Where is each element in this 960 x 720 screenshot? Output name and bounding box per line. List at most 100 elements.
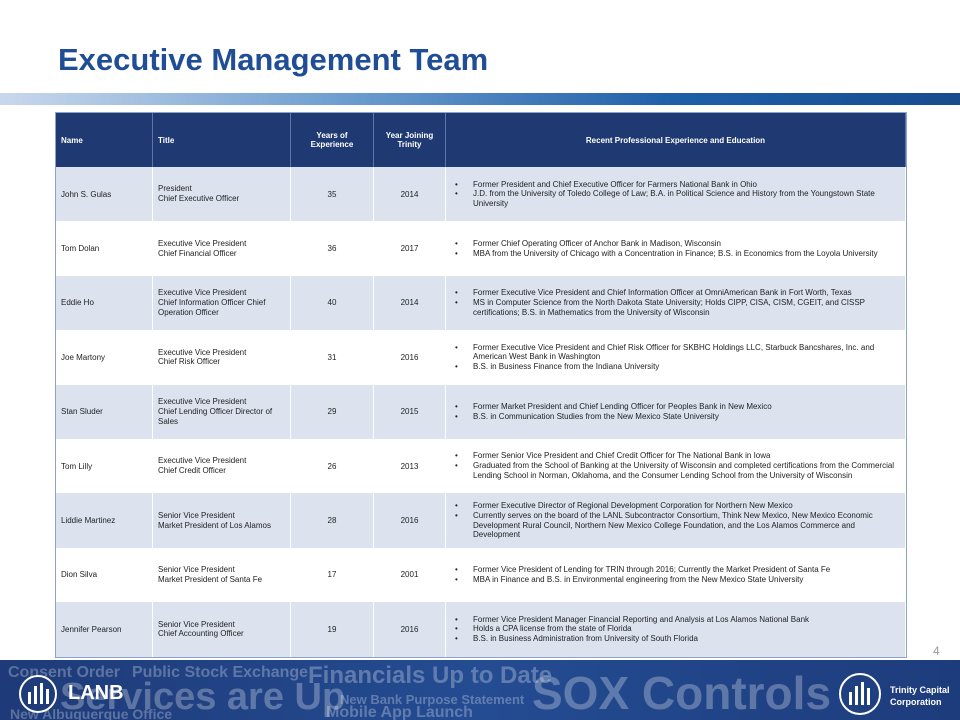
name-cell: Dion Silva bbox=[56, 547, 153, 603]
left-logo: LANB bbox=[68, 682, 124, 704]
title-cell: Senior Vice President Chief Accounting Of… bbox=[153, 602, 291, 657]
experience-cell: Former Vice President of Lending for TRI… bbox=[446, 547, 906, 603]
experience-item: J.D. from the University of Toledo Colle… bbox=[455, 189, 900, 209]
experience-item: Former Market President and Chief Lendin… bbox=[455, 402, 772, 412]
experience-list: Former Chief Operating Officer of Anchor… bbox=[451, 239, 878, 259]
years-cell: 26 bbox=[291, 438, 374, 494]
title-line: Chief Financial Officer bbox=[158, 248, 237, 258]
experience-item: B.S. in Business Administration from Uni… bbox=[455, 634, 809, 644]
footer-word: New Bank Purpose Statement bbox=[340, 692, 525, 707]
experience-list: Former Senior Vice President and Chief C… bbox=[451, 451, 900, 480]
title-lines: Executive Vice President Chief Risk Offic… bbox=[158, 348, 246, 368]
footer-word: Services are Up bbox=[60, 676, 346, 718]
table-row: Dion Silva Senior Vice President Market Pr… bbox=[56, 547, 906, 603]
title-line: Chief Executive Officer bbox=[158, 194, 240, 204]
column-header: Years of Experience bbox=[291, 113, 374, 167]
footer-word: Mobile App Launch bbox=[326, 704, 473, 720]
experience-item: Former Vice President Manager Financial … bbox=[455, 615, 809, 625]
years-cell: 17 bbox=[291, 547, 374, 603]
joined-cell: 2016 bbox=[374, 602, 446, 657]
table-row: Joe Martony Executive Vice President Chief… bbox=[56, 330, 906, 385]
joined-cell: 2015 bbox=[374, 384, 446, 439]
title-lines: Executive Vice President Chief Informatio… bbox=[158, 288, 285, 317]
title-line: Chief Risk Officer bbox=[158, 357, 221, 367]
experience-item: Currently serves on the board of the LAN… bbox=[455, 511, 900, 540]
experience-item: B.S. in Communication Studies from the N… bbox=[455, 412, 772, 422]
slide-title: Executive Management Team bbox=[58, 42, 489, 77]
column-header: Year Joining Trinity bbox=[374, 113, 446, 167]
table-row: John S. Gulas President Chief Executive Of… bbox=[56, 167, 906, 222]
experience-item: Former Executive Vice President and Chie… bbox=[455, 288, 900, 298]
title-line: Chief Information Officer Chief Operatio… bbox=[158, 298, 266, 317]
title-cell: Senior Vice President Market President of… bbox=[153, 547, 291, 603]
table-row: Liddie Martinez Senior Vice President Mark… bbox=[56, 493, 906, 548]
experience-list: Former Executive Vice President and Chie… bbox=[451, 288, 900, 317]
experience-item: Former Executive Vice President and Chie… bbox=[455, 343, 900, 363]
joined-cell: 2014 bbox=[374, 275, 446, 331]
column-header: Recent Professional Experience and Educa… bbox=[446, 113, 906, 167]
years-cell: 40 bbox=[291, 275, 374, 331]
title-line: Executive Vice President bbox=[158, 347, 247, 357]
experience-cell: Former Executive Vice President and Chie… bbox=[446, 330, 906, 385]
title-bar bbox=[0, 93, 960, 105]
title-line: Market President of Santa Fe bbox=[158, 574, 263, 584]
experience-item: Former Executive Director of Regional De… bbox=[455, 501, 900, 511]
title-line: Senior Vice President bbox=[158, 619, 235, 629]
experience-item: MBA in Finance and B.S. in Environmental… bbox=[455, 575, 830, 585]
years-cell: 28 bbox=[291, 493, 374, 548]
years-cell: 35 bbox=[291, 167, 374, 222]
joined-cell: 2014 bbox=[374, 167, 446, 222]
years-cell: 29 bbox=[291, 384, 374, 439]
experience-cell: Former Executive Director of Regional De… bbox=[446, 493, 906, 548]
footer-word: SOX Controls bbox=[532, 667, 832, 719]
experience-cell: Former Senior Vice President and Chief C… bbox=[446, 438, 906, 494]
title-lines: Executive Vice President Chief Financial … bbox=[158, 239, 246, 259]
experience-list: Former Vice President Manager Financial … bbox=[451, 615, 809, 644]
experience-cell: Former Executive Vice President and Chie… bbox=[446, 275, 906, 331]
title-cell: Executive Vice President Chief Financial … bbox=[153, 221, 291, 276]
name-cell: Liddie Martinez bbox=[56, 493, 153, 548]
joined-cell: 2016 bbox=[374, 493, 446, 548]
trinity-icon bbox=[839, 673, 881, 715]
name-cell: Tom Dolan bbox=[56, 221, 153, 276]
experience-list: Former Vice President of Lending for TRI… bbox=[451, 565, 830, 585]
experience-list: Former Market President and Chief Lendin… bbox=[451, 402, 772, 422]
lanb-icon bbox=[19, 675, 57, 713]
title-line: Senior Vice President bbox=[158, 510, 235, 520]
right-logo-line: Trinity Capital bbox=[890, 685, 950, 695]
experience-item: Holds a CPA license from the state of Fl… bbox=[455, 624, 809, 634]
experience-item: B.S. in Business Finance from the Indian… bbox=[455, 362, 900, 372]
experience-item: Former President and Chief Executive Off… bbox=[455, 180, 900, 190]
experience-list: Former Executive Vice President and Chie… bbox=[451, 343, 900, 372]
right-logo: Trinity Capital Corporation bbox=[890, 684, 950, 708]
title-cell: Executive Vice President Chief Lending Of… bbox=[153, 384, 291, 439]
experience-item: MS in Computer Science from the North Da… bbox=[455, 298, 900, 318]
table-row: Jennifer Pearson Senior Vice President Chi… bbox=[56, 602, 906, 657]
title-cell: Executive Vice President Chief Informatio… bbox=[153, 275, 291, 331]
table-row: Eddie Ho Executive Vice President Chief In… bbox=[56, 275, 906, 331]
title-lines: Senior Vice President Market President of… bbox=[158, 565, 262, 585]
title-line: Executive Vice President bbox=[158, 397, 247, 407]
title-line: Executive Vice President bbox=[158, 288, 247, 298]
name-cell: John S. Gulas bbox=[56, 167, 153, 222]
experience-cell: Former Vice President Manager Financial … bbox=[446, 602, 906, 657]
experience-item: MBA from the University of Chicago with … bbox=[455, 249, 878, 259]
title-line: Executive Vice President bbox=[158, 456, 247, 466]
column-header: Title bbox=[153, 113, 291, 167]
name-cell: Joe Martony bbox=[56, 330, 153, 385]
title-cell: President Chief Executive Officer bbox=[153, 167, 291, 222]
title-line: Senior Vice President bbox=[158, 565, 235, 575]
table: Name Title Years of Experience Year Joining… bbox=[55, 112, 907, 658]
experience-cell: Former President and Chief Executive Off… bbox=[446, 167, 906, 222]
footer-word: New Albuquerque Office bbox=[10, 706, 173, 720]
footer-word: Financials Up to Date bbox=[308, 662, 553, 689]
title-cell: Executive Vice President Chief Risk Offic… bbox=[153, 330, 291, 385]
experience-item: Former Vice President of Lending for TRI… bbox=[455, 565, 830, 575]
table-row: Tom Dolan Executive Vice President Chief F… bbox=[56, 221, 906, 276]
right-logo-line: Corporation bbox=[890, 697, 942, 707]
name-cell: Jennifer Pearson bbox=[56, 602, 153, 657]
title-line: Executive Vice President bbox=[158, 238, 247, 248]
joined-cell: 2016 bbox=[374, 330, 446, 385]
title-line: Chief Credit Officer bbox=[158, 466, 226, 476]
